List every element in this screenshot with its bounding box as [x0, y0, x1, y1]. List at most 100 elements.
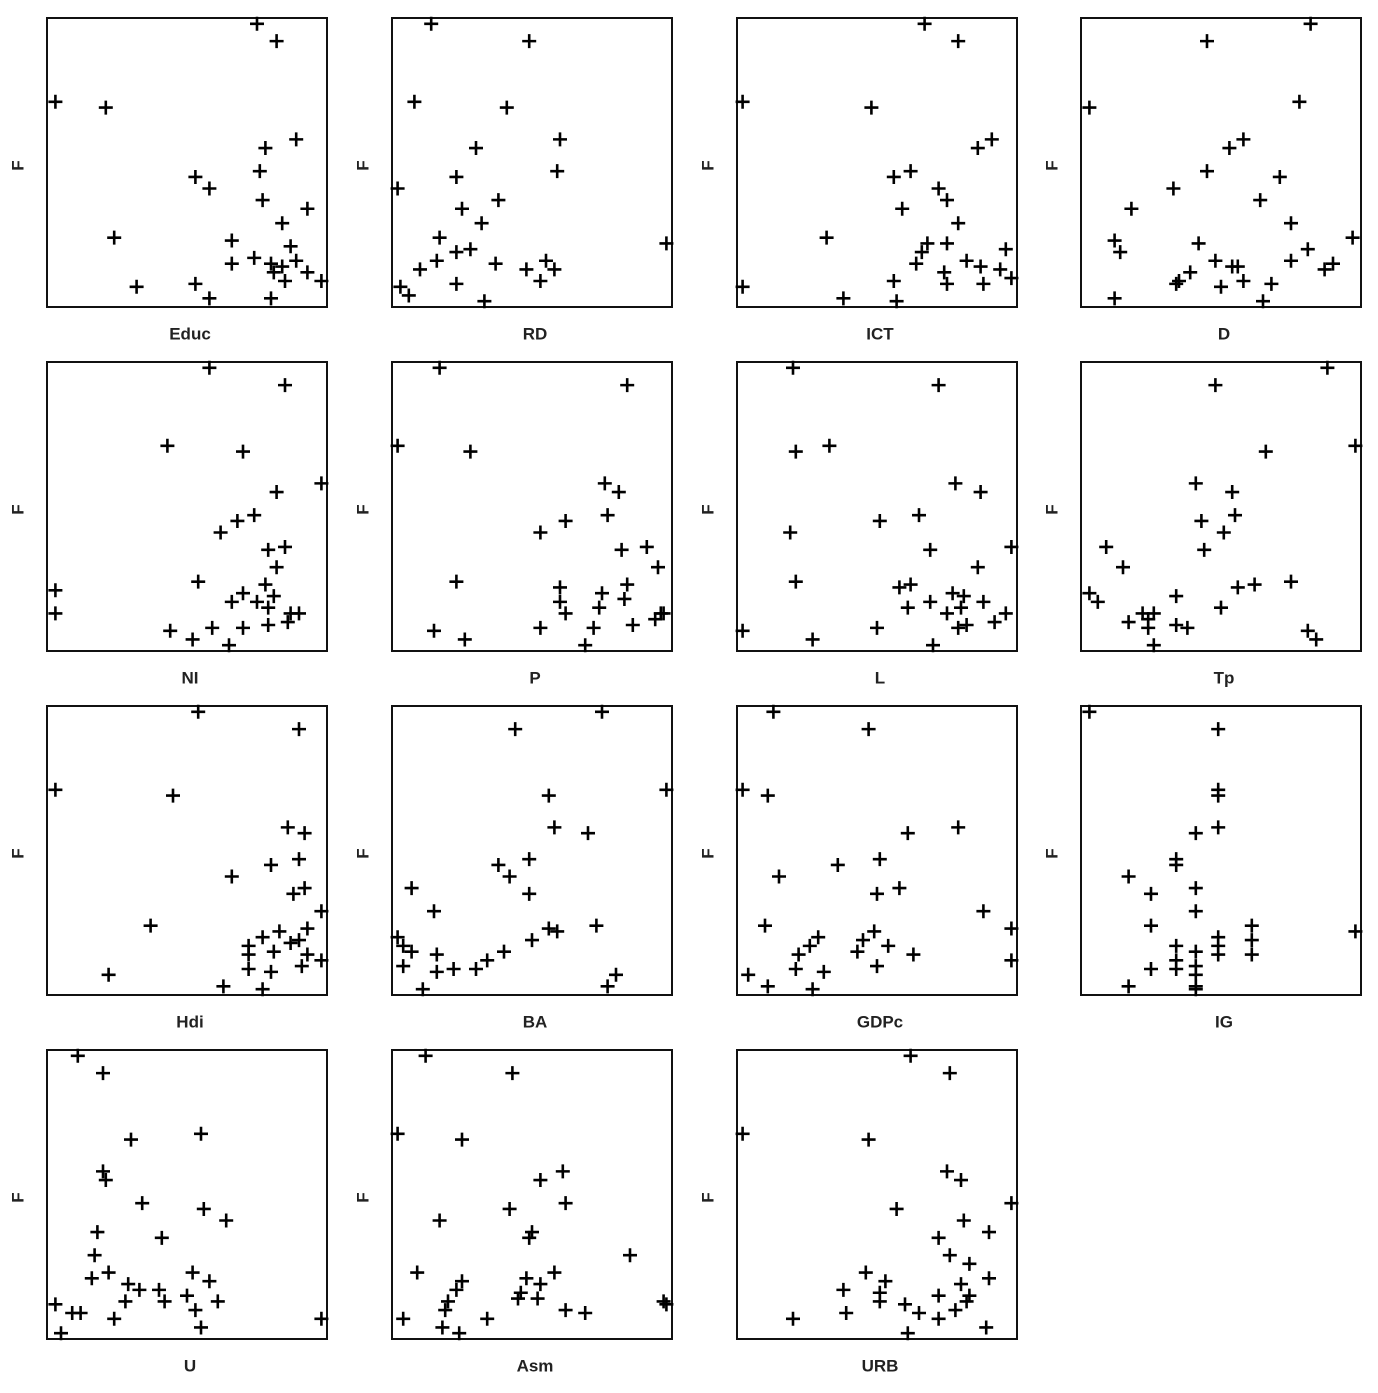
point: [788, 444, 803, 459]
point: [1004, 271, 1019, 286]
point: [280, 820, 295, 835]
plot-frame: [46, 361, 328, 652]
point: [1230, 259, 1245, 274]
point: [861, 1132, 876, 1147]
panel: GDPc F: [698, 704, 1019, 1031]
point: [1348, 438, 1363, 453]
panel: Hdi F: [8, 704, 329, 1031]
point: [1146, 638, 1161, 653]
x-axis-label: NI: [182, 668, 199, 687]
point: [1236, 273, 1251, 288]
point: [292, 722, 306, 737]
point: [275, 216, 290, 231]
point: [533, 1277, 548, 1292]
point: [987, 615, 1002, 630]
x-axis-label: BA: [523, 1012, 548, 1031]
point: [945, 586, 960, 601]
point: [390, 930, 405, 945]
point: [786, 1311, 800, 1326]
point: [895, 201, 910, 216]
point: [280, 615, 295, 630]
point: [623, 1248, 637, 1263]
point: [1144, 918, 1158, 933]
point: [1200, 34, 1214, 49]
point: [648, 612, 663, 627]
point: [578, 638, 593, 653]
point: [609, 967, 623, 982]
point: [620, 378, 635, 393]
point: [129, 279, 144, 294]
point: [595, 704, 609, 719]
point: [1169, 938, 1184, 953]
x-axis-label: U: [184, 1356, 196, 1375]
point: [124, 1132, 138, 1147]
point: [525, 933, 539, 948]
point: [236, 586, 250, 601]
y-axis-label: F: [1042, 504, 1061, 514]
point: [48, 1297, 63, 1312]
point: [589, 918, 604, 933]
x-axis-label: ICT: [866, 324, 894, 343]
point: [1121, 979, 1136, 994]
point: [550, 164, 565, 179]
point: [920, 236, 935, 251]
point: [236, 444, 250, 459]
point: [463, 444, 478, 459]
point: [438, 1303, 453, 1318]
point: [1236, 132, 1251, 147]
point: [931, 181, 946, 196]
y-axis-label: F: [698, 1192, 717, 1202]
point: [258, 577, 273, 592]
x-axis-label: Asm: [517, 1356, 554, 1375]
y-axis-label: F: [1042, 160, 1061, 170]
point: [864, 100, 879, 115]
point: [940, 276, 954, 291]
point: [886, 169, 901, 184]
point: [396, 959, 411, 974]
point: [555, 1164, 570, 1179]
point: [449, 169, 464, 184]
point: [48, 94, 63, 109]
point: [1309, 632, 1324, 647]
point: [870, 886, 884, 901]
point: [455, 201, 469, 216]
point: [1172, 273, 1186, 288]
point: [903, 164, 918, 179]
panel: ICT F: [698, 16, 1019, 343]
point: [393, 279, 408, 294]
point: [455, 1274, 469, 1289]
point: [502, 869, 517, 884]
plot-frame: [391, 361, 673, 652]
y-axis-label: F: [8, 504, 27, 514]
point: [449, 245, 464, 260]
point: [1004, 539, 1019, 554]
y-axis-label: F: [698, 160, 717, 170]
point: [202, 1274, 217, 1289]
point: [1004, 921, 1019, 936]
point: [959, 617, 974, 632]
plot-frame: [46, 705, 328, 996]
panel: DF: [1042, 16, 1362, 343]
point: [275, 259, 290, 274]
point: [578, 1305, 593, 1320]
point: [488, 256, 503, 271]
point: [1004, 953, 1019, 968]
point: [620, 577, 635, 592]
point: [1258, 444, 1273, 459]
point: [956, 589, 971, 604]
point: [1188, 944, 1203, 959]
point: [390, 438, 405, 453]
point: [1244, 933, 1259, 948]
point: [1082, 100, 1097, 115]
point: [597, 476, 612, 491]
point: [839, 1305, 854, 1320]
point: [48, 606, 63, 621]
y-axis-label: F: [8, 160, 27, 170]
point: [659, 1297, 674, 1312]
point: [881, 938, 896, 953]
point: [152, 1282, 166, 1297]
point: [786, 360, 800, 375]
plot-frame: [1080, 17, 1362, 308]
point: [202, 360, 217, 375]
point: [951, 216, 966, 231]
